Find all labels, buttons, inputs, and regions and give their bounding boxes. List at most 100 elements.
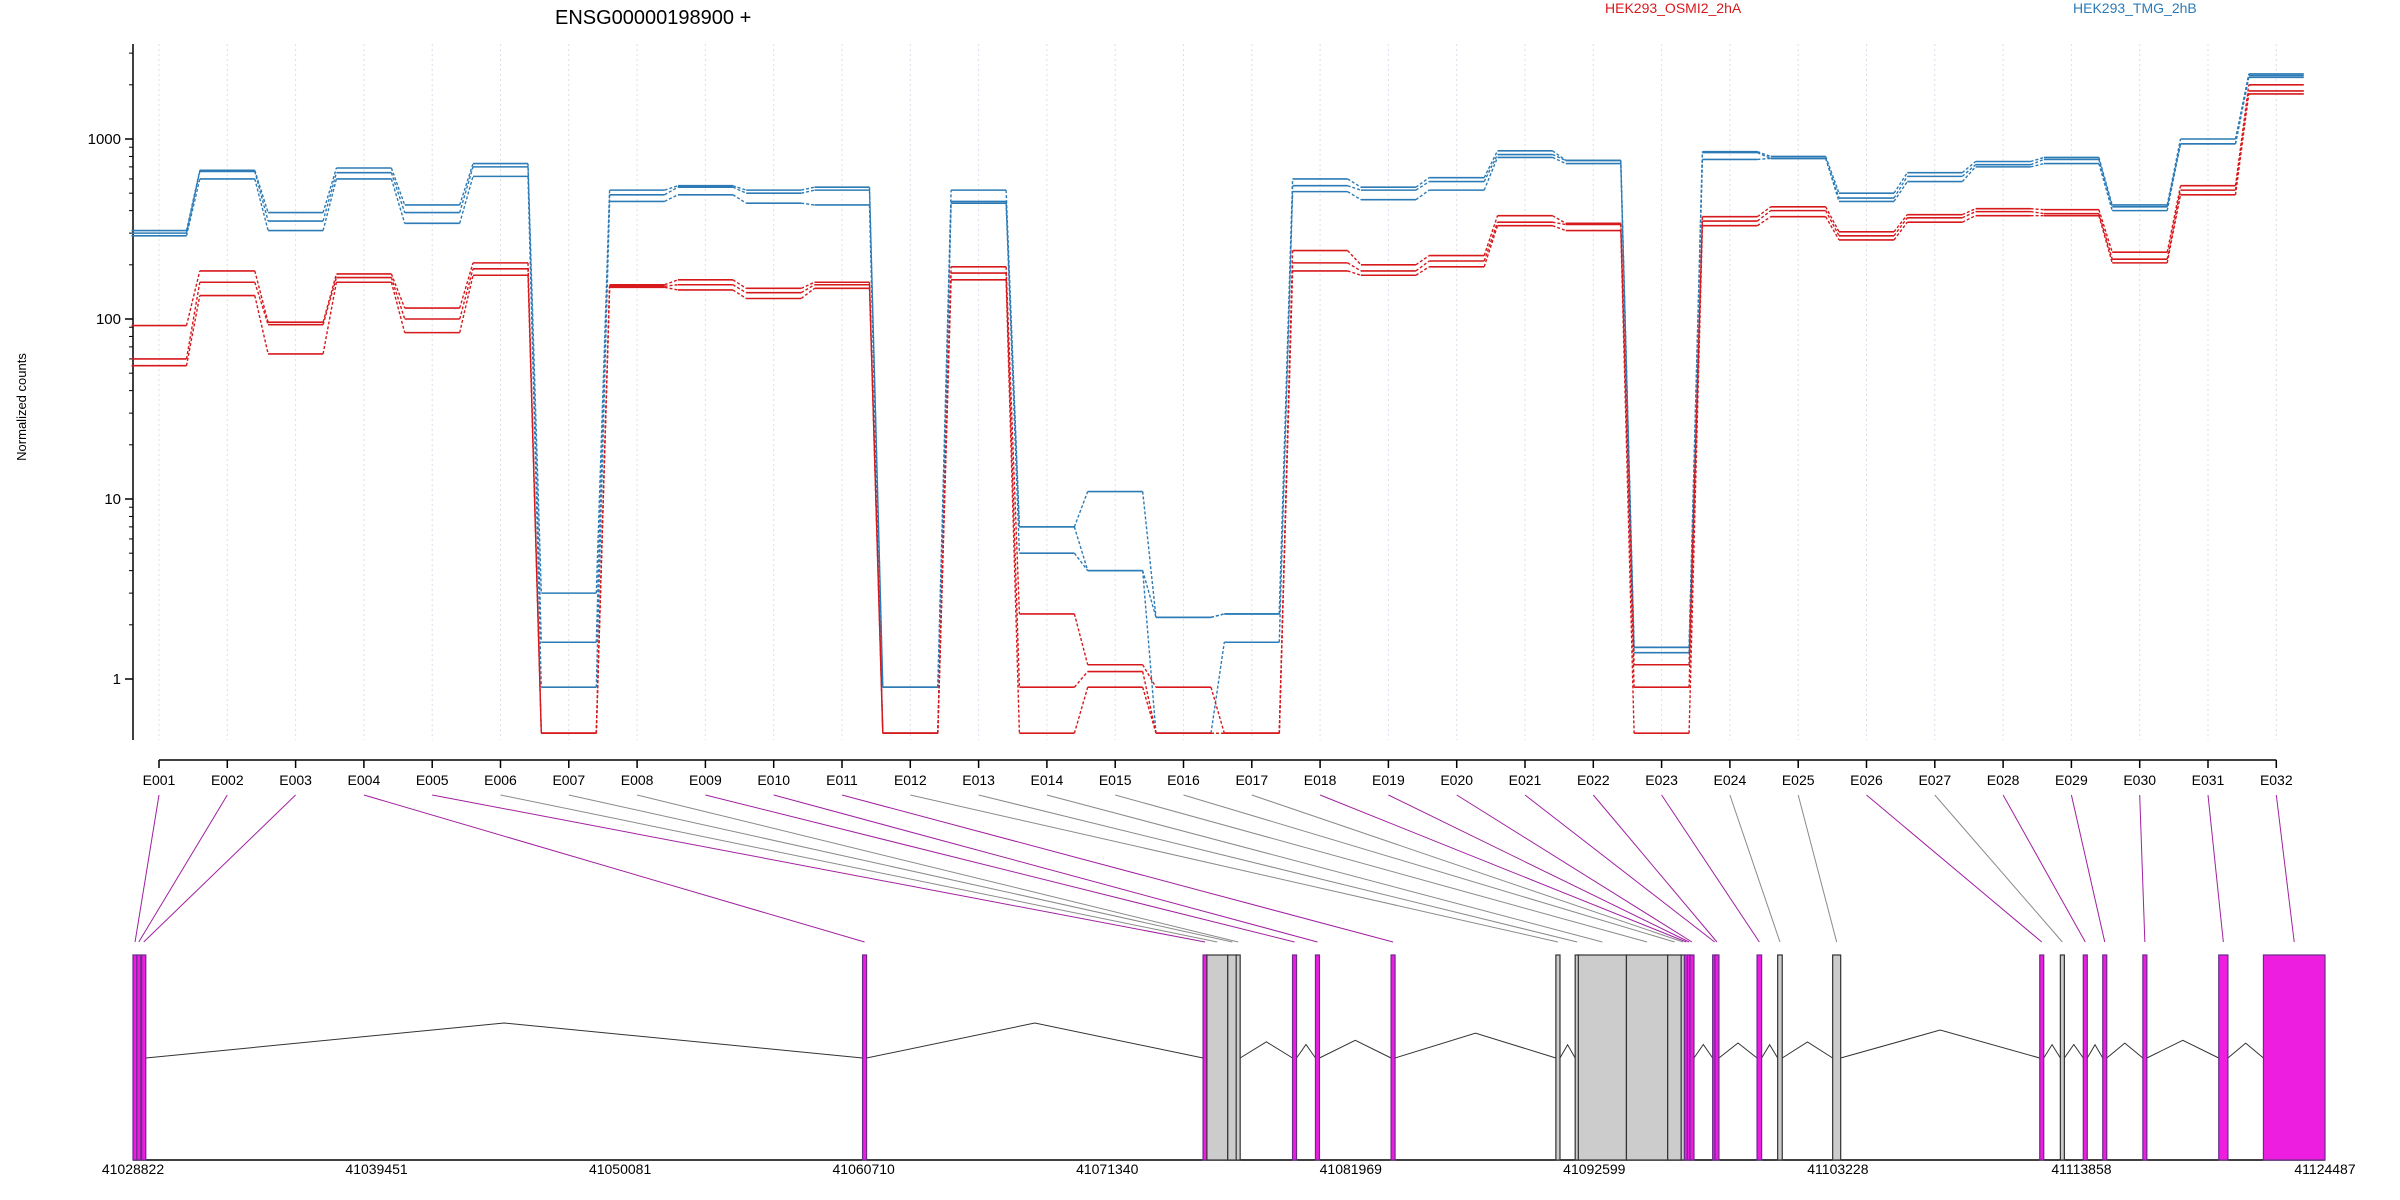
series-connector [527,275,542,734]
genomic-tick-label: 41081969 [1320,1161,1383,1177]
series-connector [1347,185,1362,191]
series-connector [390,282,406,333]
x-tick-label: E020 [1440,772,1473,788]
exon-box [1625,954,1669,1161]
series-connector [2234,93,2250,195]
series-connector [1278,270,1294,734]
series-connector [1552,225,1567,232]
x-tick-label: E002 [211,772,244,788]
exon-box [141,954,147,1161]
exon-connector-line [705,794,1295,943]
series-connector [2166,138,2182,206]
axes: 1 10 100 1000 E001 E002 E003 E004 E005 E006 E007 E0… [88,44,2293,788]
series-connector [1210,642,1225,734]
series-connector [1961,164,1977,177]
genomic-tick-label: 41071340 [1076,1161,1139,1177]
series-connector [1893,172,1908,194]
series-connector [2166,194,2182,264]
x-tick-label: E031 [2192,772,2225,788]
genomic-tick-label: 41124487 [2294,1161,2355,1177]
y-tick-label: 100 [96,311,121,328]
intron-line [866,1022,1204,1059]
chart-title: ENSG00000198900 + [555,7,751,29]
series-connector [1961,166,1977,183]
intron-line [1394,1032,1557,1059]
intron-line [1781,1041,1833,1059]
series-connector [2166,143,2182,211]
series-connector [1073,613,1089,665]
series-connector [1757,157,1771,161]
series-connector [801,202,815,206]
exon-connector-line [910,794,1559,943]
series-connector [254,178,269,231]
series-connector [2098,157,2113,206]
exon-connector-line [568,794,1233,943]
series-connector [800,287,815,300]
exon-box [1689,954,1695,1161]
series-connector [1415,180,1430,191]
genomic-tick-label: 41113858 [2051,1161,2111,1177]
x-tick-label: E014 [1031,772,1064,788]
x-tick-label: E006 [484,772,517,788]
series-connector [595,201,611,688]
exon-connector-line [432,794,1206,943]
series-connector [527,166,542,643]
exon-connector-line [1046,794,1603,943]
x-tick-label: E029 [2055,772,2088,788]
exon-box [2102,954,2108,1161]
series-connector [322,282,338,355]
intron-line [145,1022,863,1059]
series-connector [459,166,474,213]
series-connector [664,286,679,291]
series-connector [527,163,542,594]
series-connector [732,289,747,300]
series-connector [2030,162,2045,168]
series-connector [664,194,679,203]
series-connector [185,171,201,234]
exon-connector-line [1183,794,1675,943]
series-connector [254,295,269,355]
series-connector [664,284,678,287]
series-connector [2098,163,2113,211]
y-tick-label: 10 [104,491,121,508]
series-connector [1825,216,1840,241]
legend-label-tmg: HEK293_TMG_2hB [2073,0,2197,16]
series-connector [801,189,815,194]
exon-box [1227,954,1238,1161]
exon-box [1390,954,1396,1161]
exon-box [861,954,868,1161]
exon-connector-line [2070,794,2106,943]
intron-line [1559,1043,1576,1059]
exon-connector-line [138,794,228,943]
exon-box [1235,954,1241,1161]
exon-connector-line [1797,794,1838,943]
exon-connector-line [636,794,1239,943]
genomic-tick-label: 41092599 [1563,1161,1626,1177]
exon-connector-line [1319,794,1687,943]
intron-line [1718,1042,1758,1059]
series-connector [1210,687,1225,734]
series-connector [1962,210,1976,219]
series-connector [1893,217,1908,237]
series-connector [2030,210,2045,215]
series-connector [1142,671,1157,734]
series-connector [322,178,338,231]
series-connector [254,282,269,325]
series-connector [1483,154,1499,182]
series-connector [2234,77,2250,144]
series-connector [868,190,884,688]
series-connector [459,163,474,206]
series-connector [2098,215,2113,264]
exon-connector-line [1729,794,1781,943]
series-connector [1825,210,1840,237]
series-connector [1552,153,1567,162]
series-connector [1552,221,1566,226]
series-connector [1893,176,1908,199]
series-connector [1483,221,1499,262]
series-connector [937,203,952,734]
x-tick-label: E004 [348,772,381,788]
series-connector [1005,203,1021,554]
x-tick-label: E013 [962,772,995,788]
series-connector [664,186,679,196]
exon-connector-line [1388,794,1690,943]
